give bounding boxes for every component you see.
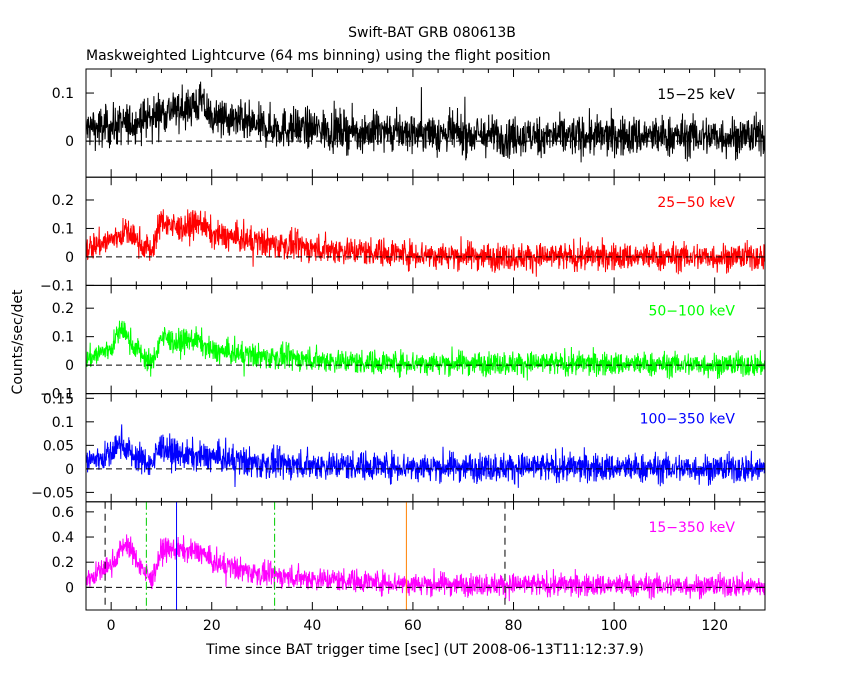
y-tick-label: 0 [65, 134, 74, 150]
y-tick-label: 0.2 [52, 555, 74, 571]
x-tick-label: 20 [203, 618, 221, 634]
y-tick-label: 0.4 [52, 530, 74, 546]
y-tick-label: 0 [65, 462, 74, 478]
y-tick-label: 0.1 [52, 415, 74, 431]
y-tick-label: 0.6 [52, 505, 74, 521]
band-label: 15−350 keV [648, 520, 735, 536]
y-tick-label: 0.2 [52, 193, 74, 209]
y-tick-label: −0.1 [40, 278, 74, 294]
series-line-2 [85, 320, 766, 381]
band-label: 50−100 keV [648, 303, 735, 319]
series-line-4 [85, 534, 766, 602]
y-tick-label: 0 [65, 250, 74, 266]
y-tick-label: 0.2 [52, 301, 74, 317]
series-line-0 [85, 81, 766, 163]
panel-2: −0.1 0 0.1 0.2 50−100 keV [40, 284, 766, 403]
panel-0: 0 0.1 15−25 keV [52, 68, 766, 178]
y-tick-label: −0.05 [31, 485, 74, 501]
chart-title: Swift-BAT GRB 080613B [348, 25, 516, 41]
x-axis-label: Time since BAT trigger time [sec] (UT 20… [205, 642, 644, 658]
x-tick-label: 60 [404, 618, 422, 634]
y-tick-label: 0.1 [52, 330, 74, 346]
series-line-1 [85, 209, 766, 277]
panel-3: −0.05 0 0.05 0.1 0.15 100−350 keV [31, 391, 766, 503]
series-line-3 [85, 424, 766, 488]
chart-subtitle: Maskweighted Lightcurve (64 ms binning) … [86, 48, 551, 64]
x-tick-label: 0 [107, 618, 116, 634]
panel-1: −0.1 0 0.1 0.2 25−50 keV [40, 176, 766, 294]
panel-frame [85, 501, 766, 611]
x-tick-label: 40 [303, 618, 321, 634]
x-tick-label: 120 [701, 618, 728, 634]
panel-4: 0 0.2 0.4 0.6 15−350 keV [52, 501, 766, 611]
y-tick-label: 0 [65, 580, 74, 596]
band-label: 100−350 keV [640, 412, 736, 428]
y-axis-label: Counts/sec/det [10, 289, 26, 394]
y-tick-label: 0.1 [52, 221, 74, 237]
y-tick-label: 0 [65, 358, 74, 374]
y-tick-label: 0.1 [52, 86, 74, 102]
panel-frame [85, 176, 766, 286]
band-label: 15−25 keV [657, 87, 735, 103]
x-tick-label: 100 [601, 618, 628, 634]
x-tick-label: 80 [505, 618, 523, 634]
y-tick-label: 0.05 [43, 438, 74, 454]
y-tick-label: 0.15 [43, 391, 74, 407]
band-label: 25−50 keV [657, 195, 735, 211]
y-tick-label: −0.1 [40, 387, 74, 403]
panels-group: 0 0.1 15−25 keV −0.1 0 0.1 0.2 25−50 keV −0.1 0 0.… [31, 68, 766, 634]
